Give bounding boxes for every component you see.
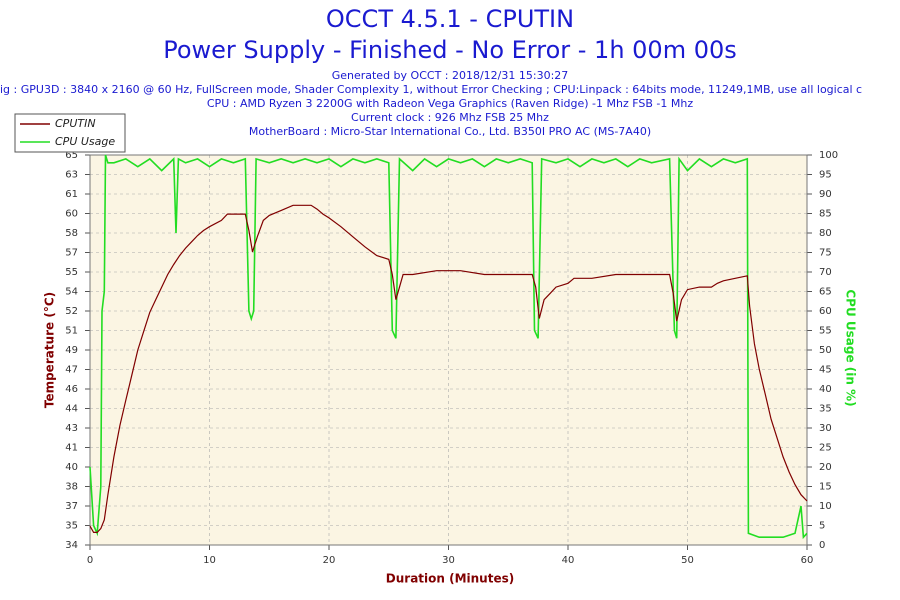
y2-tick-label: 40	[819, 384, 832, 395]
x-axis-title: Duration (Minutes)	[386, 572, 514, 586]
y2-tick-label: 10	[819, 501, 832, 512]
y2-tick-label: 55	[819, 326, 832, 337]
y2-tick-label: 65	[819, 287, 832, 298]
y-tick-label: 55	[65, 267, 78, 278]
plot-frame	[89, 154, 808, 546]
series-line	[89, 204, 808, 533]
y2-tick-label: 100	[819, 150, 838, 161]
y2-tick-label: 0	[819, 540, 825, 551]
chart-subtitle: Power Supply - Finished - No Error - 1h …	[163, 36, 737, 64]
y-tick-label: 57	[65, 248, 78, 259]
y-tick-label: 54	[65, 287, 78, 298]
info-line: MotherBoard : Micro-Star International C…	[249, 125, 651, 138]
y-tick-label: 61	[65, 189, 78, 200]
y-tick-label: 58	[65, 228, 78, 239]
y2-tick-label: 35	[819, 404, 832, 415]
y-tick-label: 60	[65, 209, 78, 220]
info-line: ig : GPU3D : 3840 x 2160 @ 60 Hz, FullSc…	[0, 83, 862, 96]
info-line: Generated by OCCT : 2018/12/31 15:30:27	[332, 69, 569, 82]
y2-tick-label: 95	[819, 170, 832, 181]
y2-tick-label: 50	[819, 345, 832, 356]
y2-tick-label: 85	[819, 209, 832, 220]
x-tick-label: 10	[203, 555, 216, 566]
y-tick-label: 44	[65, 404, 78, 415]
y2-tick-label: 25	[819, 443, 832, 454]
y-tick-label: 37	[65, 501, 78, 512]
y-tick-label: 49	[65, 345, 78, 356]
y-tick-label: 65	[65, 150, 78, 161]
y-tick-label: 43	[65, 423, 78, 434]
x-tick-label: 60	[801, 555, 814, 566]
x-tick-label: 40	[562, 555, 575, 566]
y2-tick-label: 90	[819, 189, 832, 200]
legend-label: CPU Usage	[55, 135, 115, 148]
y-tick-label: 41	[65, 443, 78, 454]
y-tick-label: 46	[65, 384, 78, 395]
info-line: CPU : AMD Ryzen 3 2200G with Radeon Vega…	[207, 97, 693, 110]
y2-tick-label: 70	[819, 267, 832, 278]
y2-tick-label: 60	[819, 306, 832, 317]
info-line: Current clock : 926 Mhz FSB 25 Mhz	[351, 111, 549, 124]
y2-tick-label: 30	[819, 423, 832, 434]
y2-tick-label: 15	[819, 482, 832, 493]
y2-tick-label: 5	[819, 521, 825, 532]
y-tick-label: 52	[65, 306, 78, 317]
y-tick-label: 51	[65, 326, 78, 337]
series-line	[89, 154, 808, 540]
x-tick-label: 0	[87, 555, 93, 566]
y2-tick-label: 75	[819, 248, 832, 259]
y-tick-label: 38	[65, 482, 78, 493]
y2-axis-title: CPU Usage (in %)	[844, 289, 858, 406]
legend-label: CPUTIN	[55, 117, 96, 130]
y-tick-label: 34	[65, 540, 78, 551]
y2-tick-label: 80	[819, 228, 832, 239]
y-tick-label: 35	[65, 521, 78, 532]
y-tick-label: 63	[65, 170, 78, 181]
y-tick-label: 47	[65, 365, 78, 376]
x-tick-label: 20	[323, 555, 336, 566]
legend-box	[14, 113, 126, 153]
x-tick-label: 30	[442, 555, 455, 566]
y-axis-title: Temperature (°C)	[43, 292, 57, 408]
y2-tick-label: 20	[819, 462, 832, 473]
y-tick-label: 40	[65, 462, 78, 473]
chart-title: OCCT 4.5.1 - CPUTIN	[326, 5, 574, 33]
x-tick-label: 50	[681, 555, 694, 566]
y2-tick-label: 45	[819, 365, 832, 376]
